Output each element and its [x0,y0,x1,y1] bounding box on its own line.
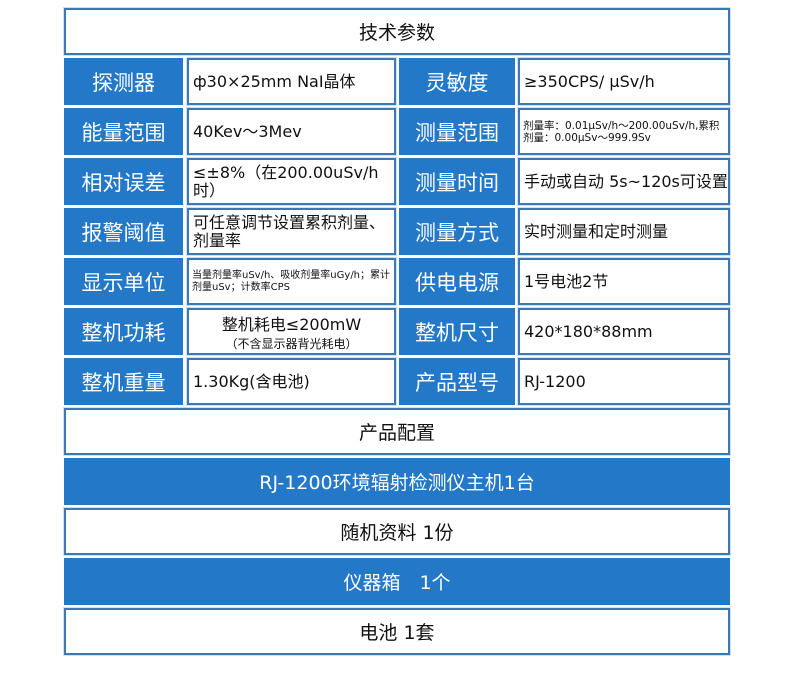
config-item: 仪器箱 1个 [64,558,730,605]
spec-label: 产品型号 [399,358,515,405]
spec-label: 灵敏度 [399,58,515,105]
spec-label: 报警阈值 [64,208,183,255]
spec-value: 1号电池2节 [517,257,731,306]
spec-value: 整机耗电≤200mW （不含显示器背光耗电） [186,307,397,356]
spec-value: 手动或自动 5s~120s可设置 [517,157,731,206]
spec-label: 供电电源 [399,258,515,305]
config-item: 随机资料 1份 [63,507,731,556]
spec-label: 整机尺寸 [399,308,515,355]
spec-label: 能量范围 [64,108,183,155]
spec-value: 可任意调节设置累积剂量、剂量率 [186,207,397,256]
spec-value-main: 整机耗电≤200mW [221,315,362,334]
spec-value: 剂量率：0.01μSv/h～200.00uSv/h,累积剂量：0.00μSv～9… [517,107,731,156]
spec-value: 40Kev～3Mev [186,107,397,156]
spec-value-note: （不含显示器背光耗电） [225,337,358,351]
spec-value: 当量剂量率uSv/h、吸收剂量率uGy/h；累计剂量uSv；计数率CPS [186,257,397,306]
section-title-specs: 技术参数 [63,7,731,56]
spec-value: 1.30Kg(含电池) [186,357,397,406]
spec-label: 测量时间 [399,158,515,205]
spec-value: ≥350CPS/ μSv/h [517,57,731,106]
spec-label: 测量范围 [399,108,515,155]
spec-value: RJ-1200 [517,357,731,406]
spec-label: 测量方式 [399,208,515,255]
spec-label: 整机重量 [64,358,183,405]
spec-value: ф30×25mm NaI晶体 [186,57,397,106]
spec-value: 实时测量和定时测量 [517,207,731,256]
section-title-config: 产品配置 [63,407,731,456]
spec-label: 探测器 [64,58,183,105]
spec-label: 显示单位 [64,258,183,305]
spec-label: 相对误差 [64,158,183,205]
spec-label: 整机功耗 [64,308,183,355]
spec-value: 420*180*88mm [517,307,731,356]
config-item: RJ-1200环境辐射检测仪主机1台 [64,458,730,505]
config-item: 电池 1套 [63,607,731,656]
spec-value: ≤±8%（在200.00uSv/h时） [186,157,397,206]
